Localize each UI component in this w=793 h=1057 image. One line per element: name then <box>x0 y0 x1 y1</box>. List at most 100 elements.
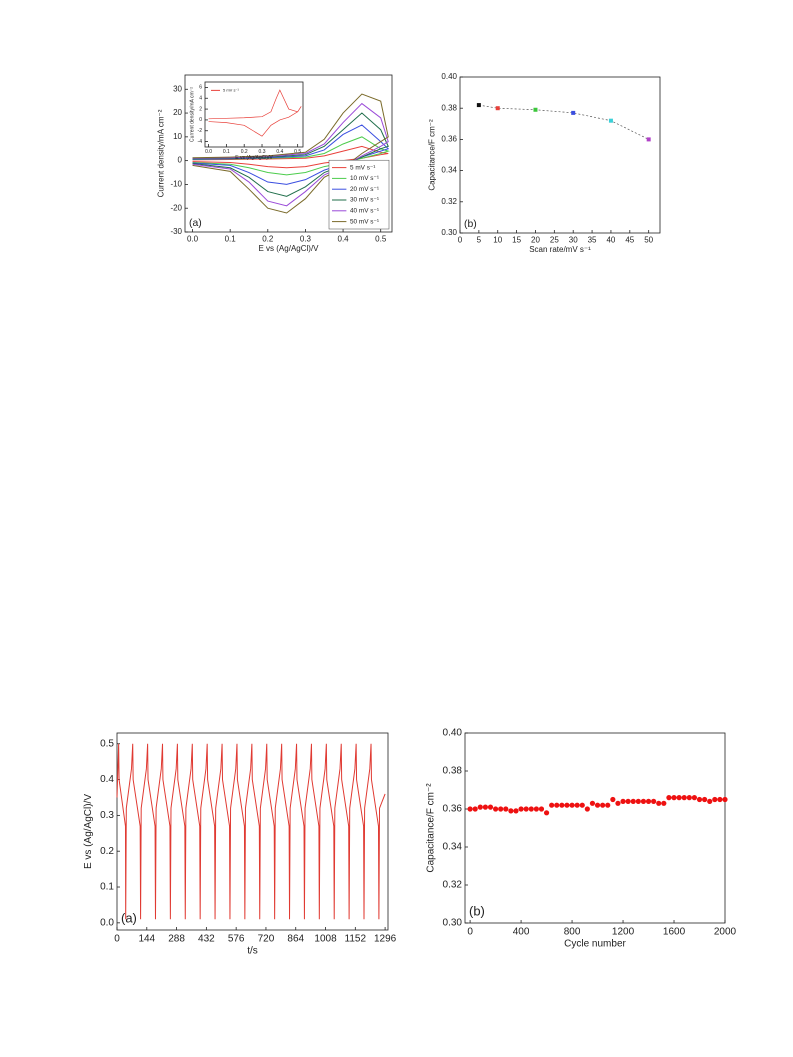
data-point <box>666 795 672 801</box>
data-point <box>543 810 550 816</box>
x-tick-label: 0.5 <box>375 234 387 243</box>
x-tick-label: 1296 <box>374 934 397 945</box>
panel-label: (b) <box>464 219 477 230</box>
y-tick-label: 0.32 <box>443 880 463 891</box>
data-point <box>645 798 652 805</box>
data-point <box>702 796 708 803</box>
data-point <box>686 795 692 801</box>
data-point <box>605 802 611 808</box>
data-line <box>192 136 390 176</box>
data-point <box>646 137 651 142</box>
data-point <box>656 800 662 806</box>
x-tick-label: 25 <box>550 235 559 244</box>
data-point <box>523 806 529 812</box>
x-tick-label: 0.4 <box>276 149 283 155</box>
x-tick-label: 0 <box>458 235 463 244</box>
plot-frame <box>204 81 304 148</box>
data-point <box>676 795 682 801</box>
data-point <box>712 796 718 803</box>
data-point <box>635 798 641 805</box>
data-point <box>681 795 687 801</box>
data-point <box>477 804 483 810</box>
data-point <box>610 796 616 803</box>
y-tick-label: 0.5 <box>100 738 114 749</box>
y-tick-label: 0.34 <box>441 166 457 175</box>
x-tick-label: 1152 <box>345 934 367 945</box>
data-line <box>192 102 389 207</box>
legend-label: 50 mV s⁻¹ <box>350 218 379 225</box>
x-tick-label: 0.1 <box>223 149 230 155</box>
x-tick-label: 30 <box>569 235 578 244</box>
data-point <box>538 806 545 812</box>
y-tick-label: 0.40 <box>441 72 457 81</box>
y-axis-label: Current density/mA cm⁻² <box>157 109 166 197</box>
data-point <box>640 798 647 805</box>
x-tick-label: 40 <box>606 235 615 244</box>
panel-label: (a) <box>189 218 202 229</box>
x-axis-label: E vs (Ag/AgCl)/V <box>235 155 273 161</box>
y-tick-label: 0.32 <box>441 197 457 206</box>
data-point <box>533 107 538 112</box>
y-tick-label: 0.30 <box>443 918 463 929</box>
x-tick-label: 800 <box>564 927 581 938</box>
x-tick-label: 432 <box>198 934 215 945</box>
data-point <box>508 808 514 814</box>
y-tick-label: 0 <box>178 156 183 165</box>
x-tick-label: 5 <box>477 235 482 244</box>
y-tick-label: 0.36 <box>441 135 457 144</box>
x-tick-label: 400 <box>513 927 530 938</box>
y-tick-label: 0.2 <box>100 846 114 857</box>
x-tick-label: 0.0 <box>205 149 212 155</box>
data-line <box>192 112 389 197</box>
y-axis-label: E vs (Ag/AgCl)/V <box>83 794 94 869</box>
data-point <box>569 802 575 808</box>
y-tick-label: 2 <box>199 106 202 112</box>
x-tick-label: 864 <box>287 934 304 945</box>
legend-label: 5 mV s⁻¹ <box>223 87 240 92</box>
x-tick-label: 2000 <box>714 927 737 938</box>
data-point <box>717 796 723 803</box>
x-tick-label: 0.4 <box>338 234 350 243</box>
legend-label: 20 mV s⁻¹ <box>350 186 379 193</box>
data-point <box>584 806 590 812</box>
connect-line <box>478 104 649 140</box>
y-tick-label: 0 <box>199 117 202 123</box>
y-tick-label: 10 <box>173 132 182 141</box>
x-axis-label: t/s <box>247 946 258 957</box>
data-point <box>495 106 500 111</box>
y-tick-label: 30 <box>173 84 182 93</box>
data-point <box>503 806 509 812</box>
data-point <box>589 800 596 806</box>
y-tick-label: 0.40 <box>443 728 463 739</box>
y-tick-label: -10 <box>170 180 182 189</box>
y-tick-label: -20 <box>170 203 182 212</box>
panel-label: (a) <box>121 910 137 925</box>
plot-frame <box>459 76 661 234</box>
data-line <box>192 93 389 214</box>
data-point <box>559 802 565 808</box>
data-point <box>594 802 601 808</box>
x-tick-label: 0.1 <box>225 234 237 243</box>
y-tick-label: -2 <box>198 128 203 134</box>
data-point <box>564 802 570 808</box>
data-point <box>661 800 667 806</box>
x-tick-label: 15 <box>512 235 521 244</box>
x-tick-label: 576 <box>228 934 245 945</box>
y-tick-label: 0.30 <box>441 228 457 237</box>
legend-label: 40 mV s⁻¹ <box>350 207 379 214</box>
y-tick-label: 0.38 <box>443 766 463 777</box>
x-tick-label: 720 <box>258 934 275 945</box>
data-point <box>492 806 499 812</box>
data-point <box>513 808 519 814</box>
data-point <box>482 804 488 810</box>
y-tick-label: 0.36 <box>443 804 463 815</box>
y-tick-label: 0.1 <box>100 882 114 893</box>
y-tick-label: 6 <box>199 85 202 91</box>
legend-label: 30 mV s⁻¹ <box>350 197 379 204</box>
data-point <box>722 796 728 803</box>
data-point <box>487 804 494 810</box>
data-point <box>533 806 539 812</box>
data-point <box>651 798 657 805</box>
data-line <box>192 124 390 185</box>
